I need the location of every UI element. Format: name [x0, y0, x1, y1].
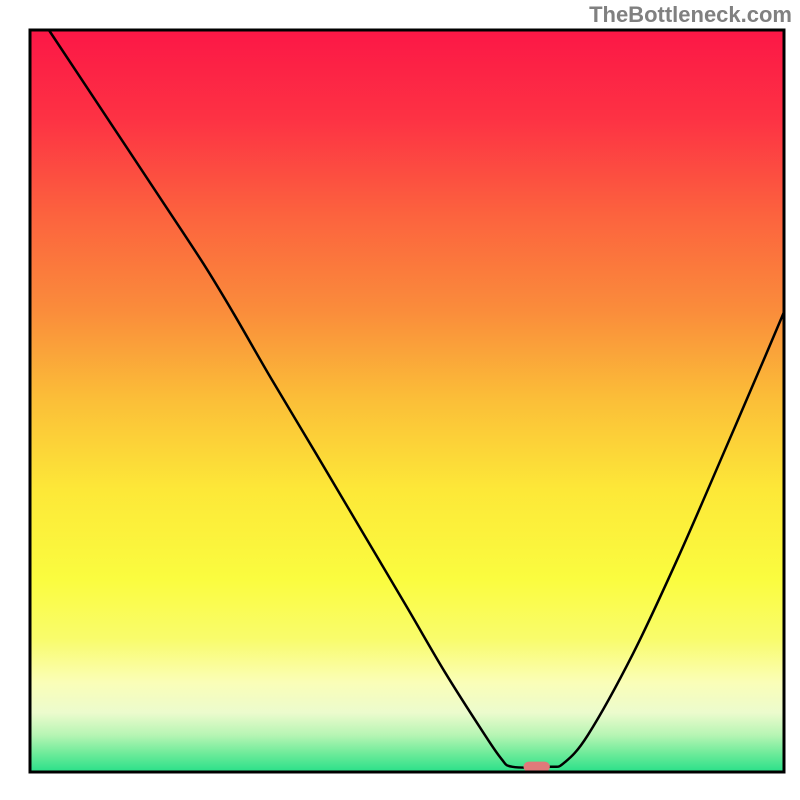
optimal-marker	[523, 762, 549, 772]
plot-background	[30, 30, 784, 772]
watermark-text: TheBottleneck.com	[589, 2, 792, 28]
chart-container: TheBottleneck.com	[0, 0, 800, 800]
chart-svg	[0, 0, 800, 800]
